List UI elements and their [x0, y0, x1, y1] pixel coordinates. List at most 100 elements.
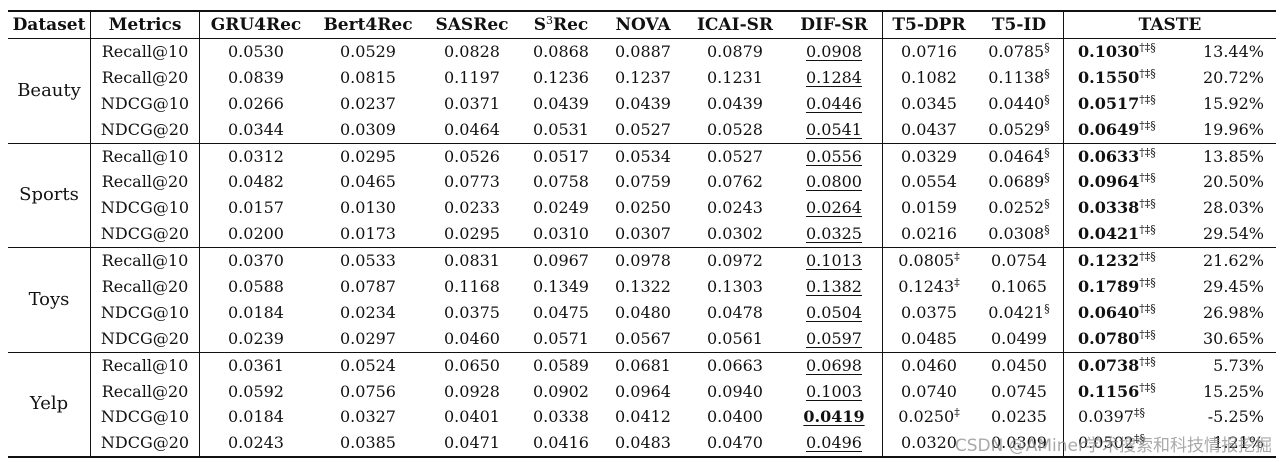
- cell-value: 0.0868: [533, 41, 589, 61]
- value-cell: 0.0716: [883, 39, 976, 65]
- improvement-cell: 5.73%: [1213, 355, 1264, 375]
- cell-value: 0.0534: [615, 146, 671, 166]
- cell-value: 0.0400: [707, 407, 763, 427]
- value-cell: 0.0681: [602, 352, 684, 378]
- value-cell: 0.0412: [602, 404, 684, 430]
- cell-value: 0.0773: [444, 172, 500, 192]
- significance-marker: §: [1044, 92, 1050, 106]
- value-cell: 0.0504: [786, 299, 883, 326]
- cell-value: 0.0249: [533, 198, 589, 218]
- cell-value: 0.0235: [991, 407, 1047, 427]
- value-cell: 0.0527: [602, 117, 684, 143]
- cell-value: 0.0237: [340, 93, 396, 113]
- cell-value: 0.1550: [1078, 67, 1140, 87]
- improvement-cell: 28.03%: [1202, 198, 1264, 218]
- cell-value: 0.0157: [228, 198, 284, 218]
- value-cell: 0.1138§: [975, 64, 1064, 91]
- value-cell: 0.0831: [424, 248, 520, 274]
- value-cell: 0.0385: [312, 430, 424, 457]
- value-cell: 0.0464: [424, 117, 520, 143]
- significance-marker: ‡: [954, 406, 960, 420]
- cell-value: 0.0200: [228, 224, 284, 244]
- value-cell: 0.0554: [883, 169, 976, 195]
- cell-value: 0.0295: [340, 146, 396, 166]
- cell-value: 0.0266: [228, 93, 284, 113]
- taste-value-cell: 0.0780†‡§: [1064, 326, 1183, 352]
- value-cell: 0.1082: [883, 65, 976, 91]
- value-cell: 0.0243: [684, 195, 786, 221]
- cell-value: 0.0460: [901, 355, 957, 375]
- cell-value: 0.0397: [1078, 407, 1134, 427]
- cell-value: 0.0689: [988, 172, 1045, 192]
- significance-marker: †‡§: [1139, 145, 1156, 159]
- cell-value: 0.0302: [707, 224, 763, 244]
- value-cell: 0.0689§: [975, 169, 1064, 196]
- value-cell: 0.0967: [520, 248, 602, 274]
- cell-value: 0.0588: [228, 276, 284, 296]
- taste-value-cell: 0.1030†‡§: [1064, 39, 1183, 65]
- cell-value: 0.0250: [898, 407, 955, 427]
- value-cell: 0.0439: [520, 91, 602, 117]
- table-row: NDCG@10 0.0184 0.0234 0.0375 0.0475 0.0480 0.0…: [8, 299, 1276, 326]
- cell-value: 0.0556: [806, 146, 862, 166]
- header-metrics: Metrics: [90, 11, 200, 39]
- value-cell: 0.0234: [312, 300, 424, 326]
- cell-value: 0.0839: [228, 67, 284, 87]
- cell-value: 0.1349: [533, 276, 589, 296]
- cell-value: 0.0517: [1078, 93, 1140, 113]
- improvement-cell: 13.44%: [1202, 41, 1264, 61]
- cell-value: 0.0517: [533, 146, 589, 166]
- table-row: Recall@20 0.0839 0.0815 0.1197 0.1236 0.1237 0…: [8, 64, 1276, 91]
- cell-value: 0.1082: [901, 67, 957, 87]
- cell-value: 0.0787: [340, 276, 396, 296]
- cell-value: 0.0528: [707, 119, 763, 139]
- value-cell: 0.0533: [312, 248, 424, 274]
- value-cell: 0.0464§: [975, 143, 1064, 170]
- value-cell: 0.0650: [424, 352, 520, 378]
- value-cell: 0.0159: [883, 195, 976, 221]
- value-cell: 0.1003: [786, 378, 883, 405]
- cell-value: 0.0375: [901, 302, 957, 322]
- dataset-group-beauty: Beauty Recall@10 0.0530 0.0529 0.0828 0.0868 0…: [8, 38, 1276, 144]
- value-cell: 0.0964: [602, 379, 684, 405]
- cell-value: 0.0716: [901, 41, 957, 61]
- header-sasrec: SASRec: [435, 14, 509, 35]
- value-cell: 0.0312: [200, 143, 313, 169]
- cell-value: 0.0756: [340, 381, 396, 401]
- cell-value: 0.0745: [991, 381, 1047, 401]
- value-cell: 0.0785§: [975, 38, 1064, 65]
- value-cell: 0.0375: [424, 300, 520, 326]
- cell-value: 0.0527: [615, 119, 671, 139]
- cell-value: 0.0450: [991, 355, 1047, 375]
- significance-marker: †‡§: [1139, 40, 1156, 54]
- value-cell: 0.0556: [786, 143, 883, 170]
- cell-value: 0.1231: [707, 67, 763, 87]
- value-cell: 0.0496: [786, 430, 883, 458]
- cell-value: 0.0649: [1078, 119, 1140, 139]
- significance-marker: †‡§: [1139, 250, 1156, 264]
- cell-value: 0.0370: [228, 251, 284, 271]
- cell-value: 0.0327: [340, 407, 396, 427]
- value-cell: 0.0302: [684, 221, 786, 247]
- header-taste: TASTE: [1138, 14, 1202, 35]
- cell-value: 0.0887: [615, 41, 671, 61]
- value-cell: 0.0756: [312, 379, 424, 405]
- cell-value: 0.0928: [444, 381, 500, 401]
- value-cell: 0.0297: [312, 326, 424, 352]
- taste-value-cell: 0.1156†‡§: [1064, 379, 1183, 405]
- value-cell: 0.0460: [883, 352, 976, 378]
- taste-value-cell: 0.1232†‡§: [1064, 248, 1183, 274]
- significance-marker: §: [1044, 40, 1050, 54]
- results-table: Dataset Metrics GRU4Rec Bert4Rec SASRec …: [8, 10, 1276, 458]
- significance-marker: ‡§: [1133, 406, 1145, 420]
- table-row: NDCG@20 0.0243 0.0385 0.0471 0.0416 0.0483 0.0…: [8, 430, 1276, 458]
- cell-value: 0.0250: [615, 198, 671, 218]
- header-row: Dataset Metrics GRU4Rec Bert4Rec SASRec …: [8, 11, 1276, 39]
- metric-label: Recall@20: [90, 274, 200, 300]
- value-cell: 0.1303: [684, 274, 786, 300]
- metric-label: NDCG@20: [90, 325, 200, 353]
- value-cell: 0.0235: [975, 404, 1064, 431]
- cell-value: 0.0561: [707, 328, 763, 348]
- improvement-cell: 30.65%: [1202, 328, 1264, 348]
- cell-value: 0.0879: [707, 41, 763, 61]
